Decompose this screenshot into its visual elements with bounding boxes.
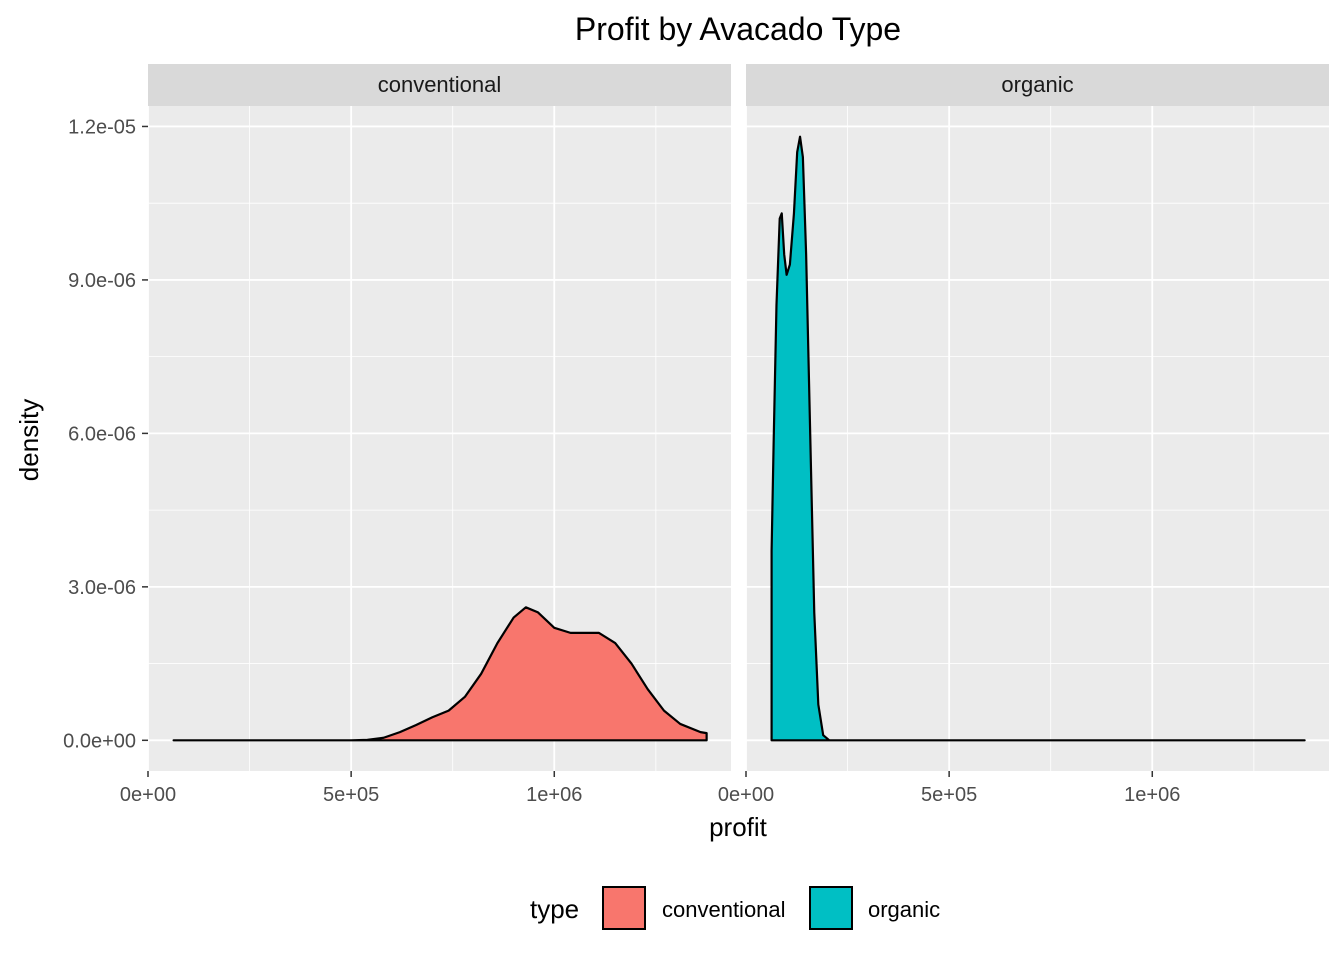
x-tick-label: 0e+00	[718, 784, 774, 806]
x-tick-label: 1e+06	[1124, 784, 1180, 806]
density-area-conventional	[172, 606, 708, 742]
facet-strip	[148, 64, 731, 106]
x-axis-title: profit	[709, 812, 768, 842]
panel-background	[746, 106, 1329, 771]
x-tick-label: 1e+06	[526, 784, 582, 806]
y-tick-label: 1.2e-05	[68, 116, 136, 138]
panel-background	[148, 106, 731, 771]
y-tick-label: 6.0e-06	[68, 423, 136, 445]
y-tick-label: 9.0e-06	[68, 270, 136, 292]
x-tick-label: 0e+00	[120, 784, 176, 806]
legend-label-organic: organic	[868, 897, 940, 922]
facet-panel-conventional: conventional 0e+00 5e+05 1e+06	[120, 64, 731, 806]
facet-strip-label: conventional	[378, 72, 502, 97]
y-axis-title: density	[14, 399, 44, 481]
chart-title: Profit by Avacado Type	[575, 11, 901, 47]
legend: type conventional organic	[530, 886, 940, 930]
facet-panels: conventional 0e+00 5e+05 1e+06 organic 0e+00 5…	[120, 64, 1329, 806]
legend-key-conventional	[602, 886, 646, 930]
facet-strip	[746, 64, 1329, 106]
x-tick-label: 5e+05	[323, 784, 379, 806]
facet-strip-label: organic	[1001, 72, 1073, 97]
facet-panel-organic: organic 0e+00 5e+05 1e+06	[718, 64, 1329, 806]
density-area-organic	[770, 135, 1306, 742]
x-tick-label: 5e+05	[921, 784, 977, 806]
y-tick-label: 3.0e-06	[68, 577, 136, 599]
legend-key-organic	[809, 886, 853, 930]
y-tick-label: 0.0e+00	[63, 730, 136, 752]
legend-title: type	[530, 894, 579, 924]
legend-label-conventional: conventional	[662, 897, 786, 922]
y-axis: 0.0e+00 3.0e-06 6.0e-06 9.0e-06 1.2e-05	[63, 116, 148, 752]
